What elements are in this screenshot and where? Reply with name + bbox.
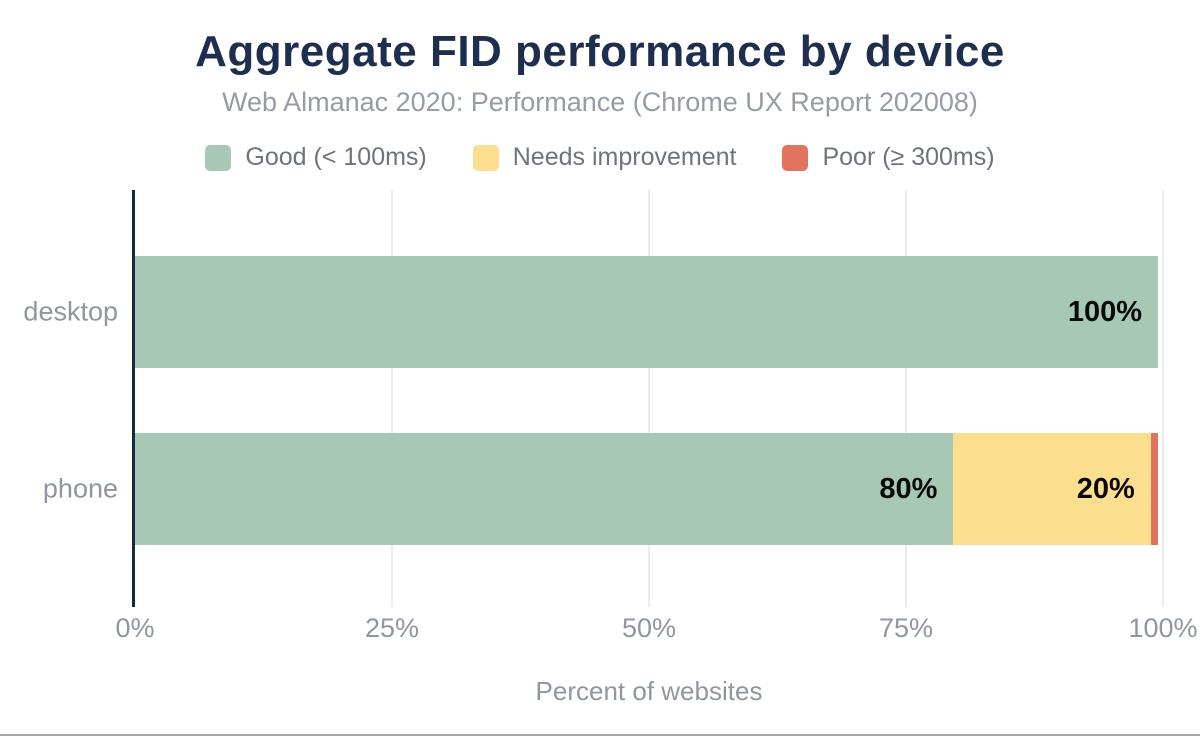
x-axis-tick: 50% <box>621 613 677 643</box>
legend-label: Needs improvement <box>512 143 737 171</box>
legend-swatch-icon <box>205 144 232 171</box>
y-axis-label-desktop: desktop <box>23 296 118 327</box>
data-label: 100% <box>1067 295 1142 328</box>
chart-subtitle: Web Almanac 2020: Performance (Chrome UX… <box>222 87 978 117</box>
bar-segment[interactable]: 20% <box>953 433 1151 545</box>
bar-row-desktop: 100% <box>135 256 1158 368</box>
gridline <box>391 190 393 607</box>
bar-segment[interactable] <box>1150 433 1158 545</box>
x-axis-title: Percent of websites <box>535 676 763 706</box>
data-label: 20% <box>1076 472 1135 505</box>
gridline <box>648 190 650 607</box>
legend-label: Poor (≥ 300ms) <box>822 143 995 171</box>
legend-item-1[interactable]: Needs improvement <box>472 143 737 172</box>
plot-area: 100% 80% 20% <box>132 190 1164 607</box>
legend-item-0[interactable]: Good (< 100ms) <box>205 143 427 172</box>
bar-segment[interactable]: 80% <box>135 433 954 545</box>
gridline <box>905 190 907 607</box>
bottom-divider <box>0 734 1200 736</box>
legend-swatch-icon <box>782 144 809 171</box>
bar-row-phone: 80% 20% <box>135 433 1158 545</box>
legend-swatch-icon <box>472 144 499 171</box>
x-axis-tick: 0% <box>115 613 155 643</box>
legend-item-2[interactable]: Poor (≥ 300ms) <box>782 143 995 172</box>
gridline <box>1162 190 1164 607</box>
data-label: 80% <box>879 472 938 505</box>
x-axis-tick: 100% <box>1128 613 1198 643</box>
chart-title: Aggregate FID performance by device <box>195 27 1005 76</box>
y-axis-label-phone: phone <box>42 473 118 504</box>
bar-segment[interactable]: 100% <box>135 256 1158 368</box>
legend-label: Good (< 100ms) <box>245 143 427 171</box>
y-axis-labels: desktop phone <box>0 190 118 607</box>
x-axis-ticks: 0% 25% 50% 75% 100% <box>115 613 1197 647</box>
legend: Good (< 100ms) Needs improvement Poor (≥ 3… <box>0 143 1200 172</box>
x-axis-tick: 25% <box>364 613 420 643</box>
x-axis-tick: 75% <box>878 613 934 643</box>
